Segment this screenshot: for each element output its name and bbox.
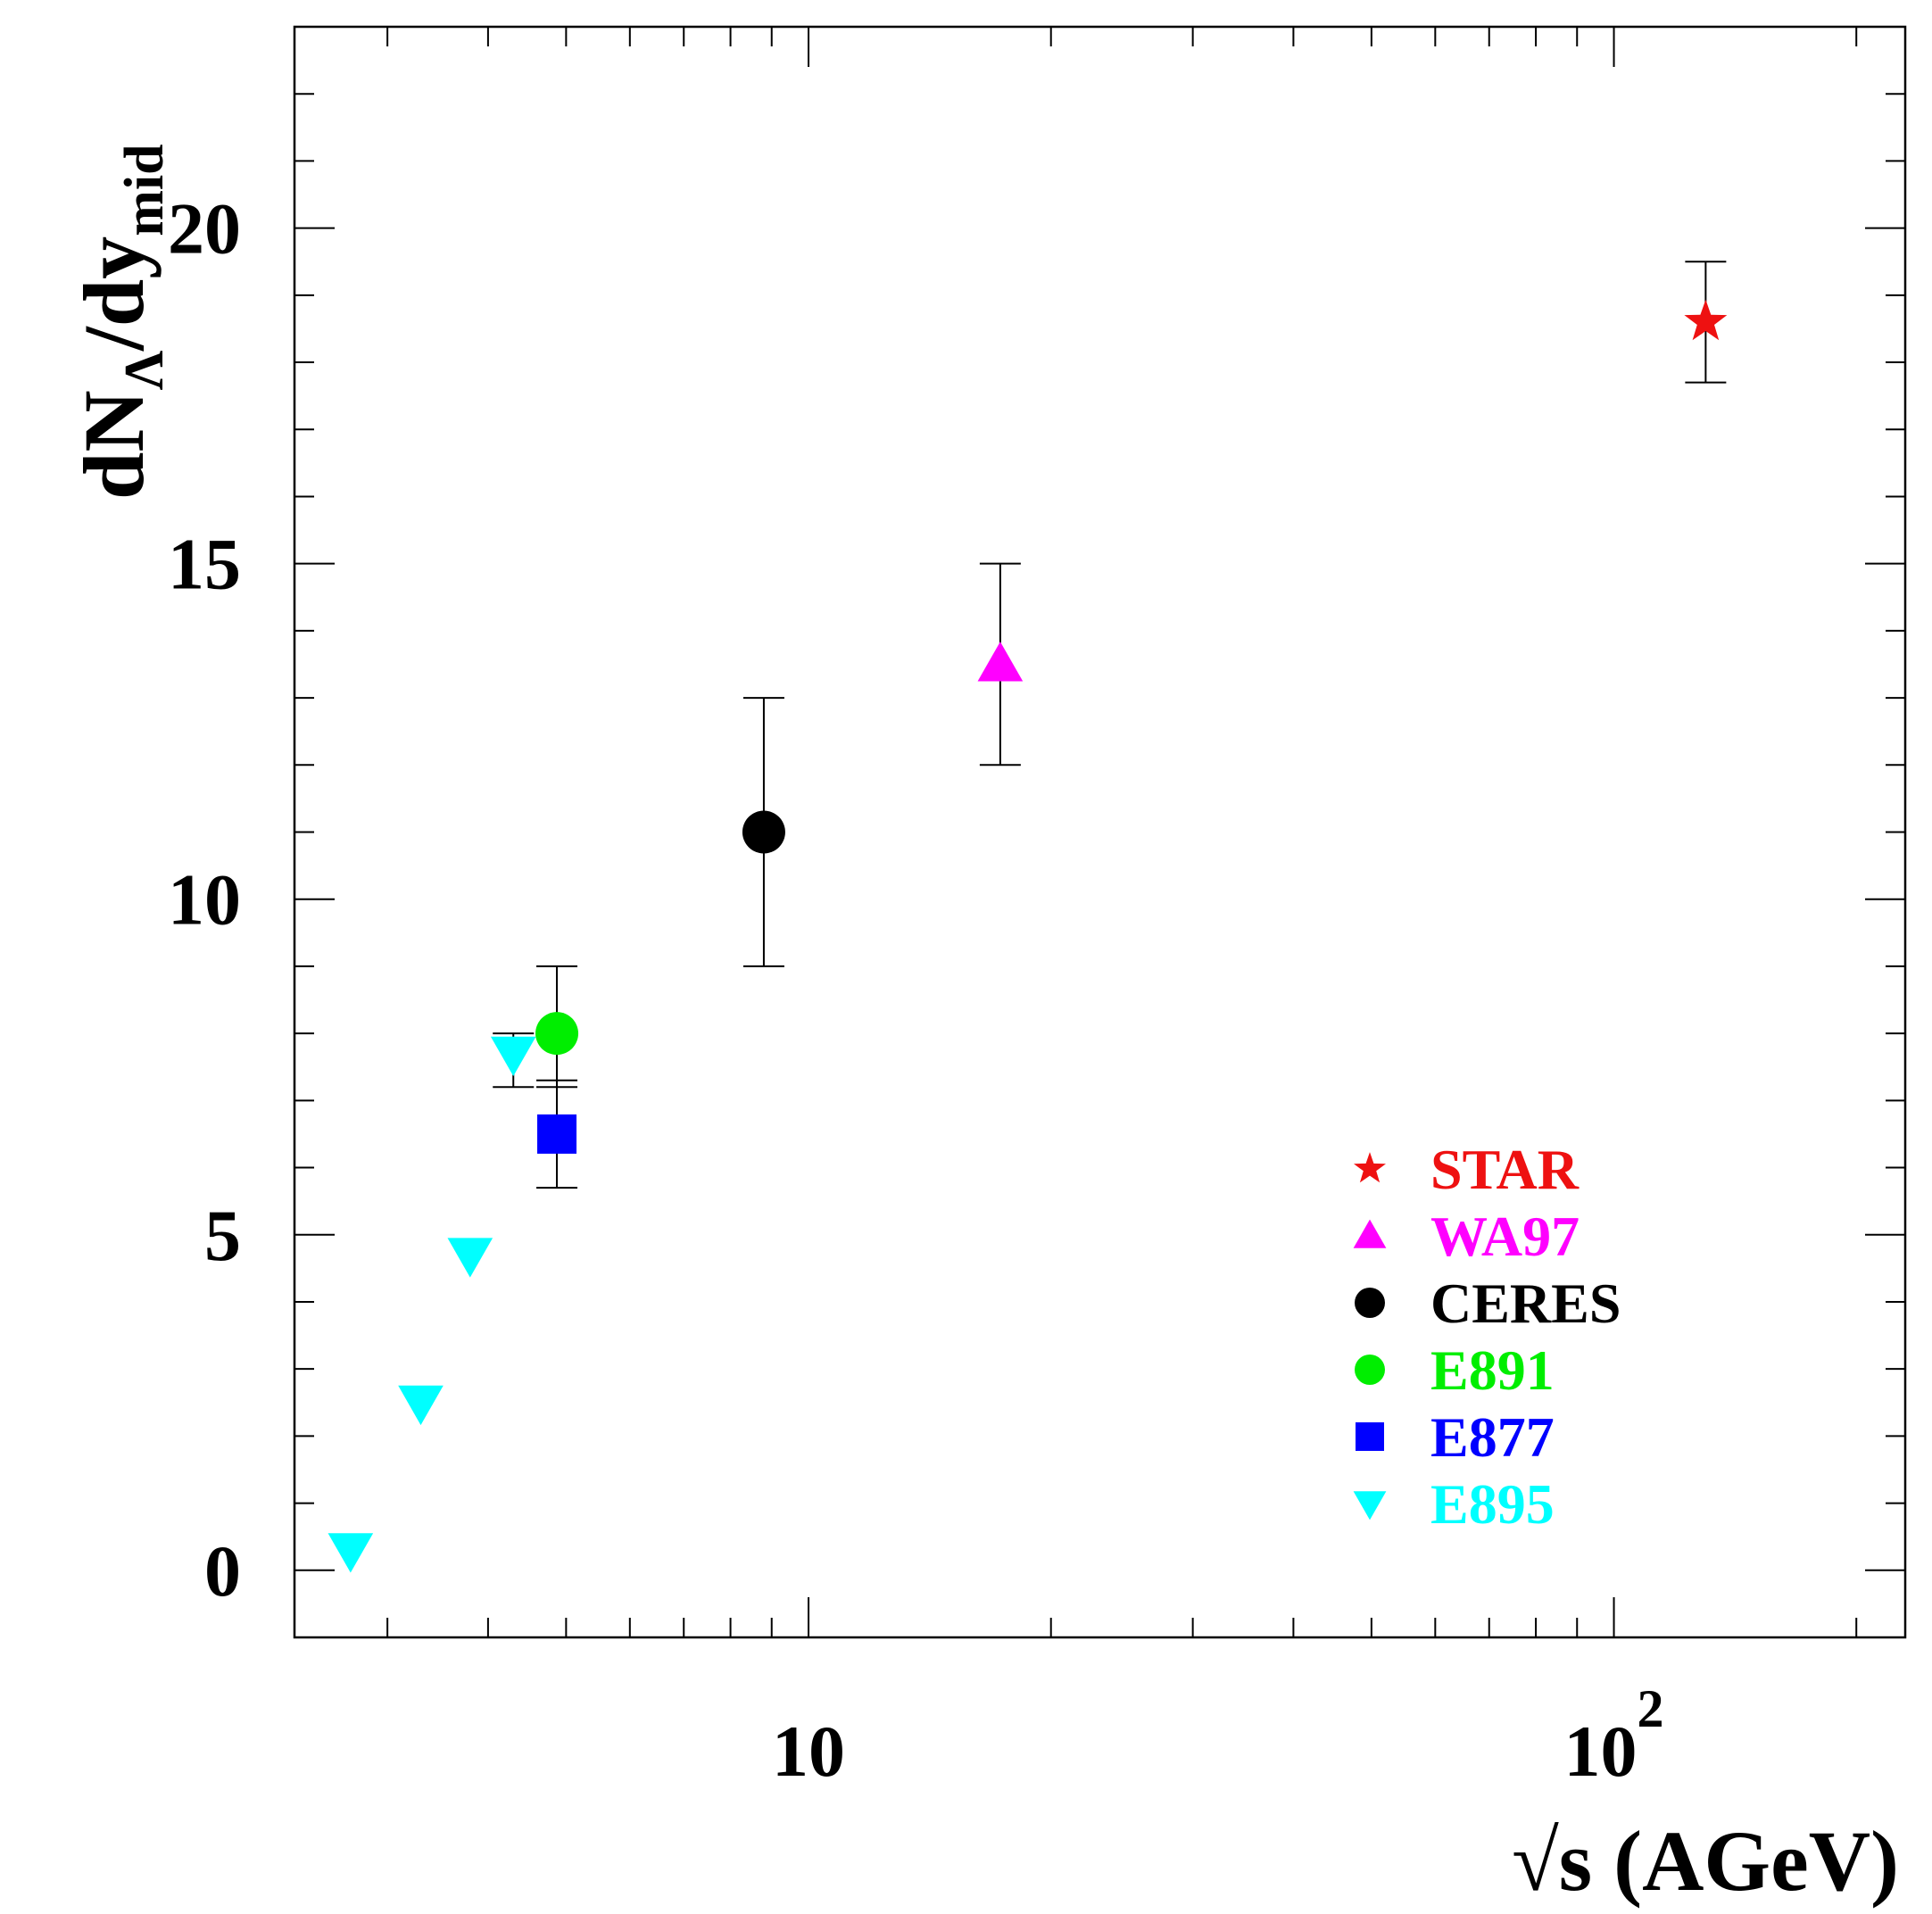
data-points bbox=[328, 261, 1728, 1573]
legend-label-e891: E891 bbox=[1430, 1338, 1555, 1402]
x-tick-label: 102 bbox=[1564, 1679, 1664, 1792]
x-tick-label-exponent: 2 bbox=[1638, 1679, 1664, 1738]
point-e895 bbox=[328, 1533, 374, 1573]
legend-label-e895: E895 bbox=[1430, 1472, 1555, 1536]
y-tick-labels: 0 5 10 15 20 bbox=[168, 188, 241, 1612]
legend-label-wa97: WA97 bbox=[1430, 1205, 1580, 1268]
x-tick-label-base: 10 bbox=[1564, 1711, 1638, 1792]
x-axis-title: √s (AGeV) bbox=[1512, 1813, 1899, 1909]
y-tick-label: 10 bbox=[168, 859, 241, 940]
legend-marker-ceres bbox=[1355, 1288, 1385, 1318]
svg-text:dNΛ/dymid: dNΛ/dymid bbox=[66, 144, 175, 500]
y-tick-label: 0 bbox=[204, 1530, 241, 1612]
point-e895 bbox=[447, 1238, 493, 1278]
x-tick-label: 10 bbox=[772, 1711, 845, 1792]
legend-marker-e891 bbox=[1355, 1355, 1385, 1385]
point-e877 bbox=[537, 1114, 577, 1154]
point-star bbox=[1684, 299, 1728, 341]
point-e895 bbox=[398, 1385, 444, 1426]
legend-label-ceres: CERES bbox=[1430, 1272, 1621, 1335]
legend-marker-e877 bbox=[1356, 1422, 1384, 1451]
legend-marker-star bbox=[1354, 1152, 1386, 1183]
point-e891 bbox=[535, 1012, 579, 1056]
y-tick-label: 15 bbox=[168, 524, 241, 605]
y-tick-label: 20 bbox=[168, 188, 241, 269]
legend-marker-wa97 bbox=[1353, 1219, 1387, 1248]
y-axis-title-sub: Λ bbox=[114, 350, 175, 390]
x-tick-label-base: 10 bbox=[772, 1711, 845, 1792]
y-axis-title: dNΛ/dymid bbox=[66, 144, 175, 500]
legend-label-e877: E877 bbox=[1430, 1405, 1555, 1469]
point-wa97 bbox=[977, 642, 1024, 682]
point-ceres bbox=[742, 810, 785, 854]
x-tick-labels: 10 102 bbox=[772, 1679, 1664, 1792]
y-tick-label: 5 bbox=[204, 1195, 241, 1276]
point-e895 bbox=[490, 1036, 536, 1076]
y-axis-title-sub2: mid bbox=[114, 144, 175, 236]
legend-label-star: STAR bbox=[1430, 1138, 1580, 1201]
legend-marker-e895 bbox=[1353, 1491, 1387, 1520]
y-axis-title-main: dN bbox=[66, 390, 162, 500]
plot-frame bbox=[293, 25, 1907, 1639]
axis-ticks bbox=[294, 26, 1905, 1638]
y-axis-title-middle: /dy bbox=[66, 236, 162, 352]
